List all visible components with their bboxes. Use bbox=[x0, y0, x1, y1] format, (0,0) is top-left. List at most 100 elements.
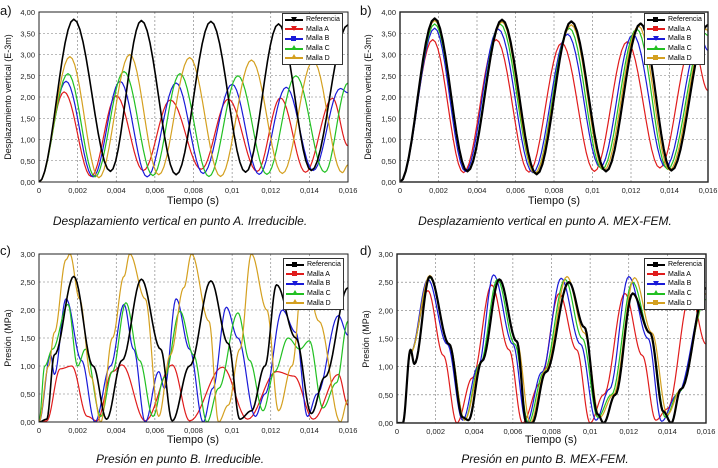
legend-item: Malla B bbox=[285, 34, 340, 44]
legend-swatch-plus-icon bbox=[647, 300, 665, 306]
legend-label: Malla D bbox=[668, 54, 692, 62]
y-tick-label: 3,00 bbox=[20, 250, 35, 259]
series-line-malla-b bbox=[39, 80, 348, 182]
legend: Referencia Malla A Malla B Malla C Malla D bbox=[644, 13, 705, 65]
x-tick-label: 0,016 bbox=[699, 186, 718, 195]
legend: Referencia Malla A Malla B Malla C Malla D bbox=[282, 13, 343, 65]
x-tick-label: 0,002 bbox=[429, 186, 448, 195]
series-line-malla-a bbox=[39, 91, 348, 182]
y-tick-label: 2,50 bbox=[378, 278, 393, 287]
legend-marker-icon bbox=[653, 44, 659, 50]
legend-item: Malla D bbox=[286, 298, 341, 308]
legend-item: Malla A bbox=[285, 25, 340, 35]
y-tick-label: 4,00 bbox=[20, 8, 35, 17]
y-tick-label: 3,50 bbox=[20, 29, 35, 38]
series-line-malla-b bbox=[39, 298, 348, 422]
legend-label: Referencia bbox=[306, 16, 340, 24]
y-tick-label: 3,00 bbox=[20, 51, 35, 60]
y-tick-label: 2,50 bbox=[20, 72, 35, 81]
x-tick-label: 0,004 bbox=[107, 186, 126, 195]
x-tick-label: 0,002 bbox=[68, 186, 87, 195]
legend-label: Malla B bbox=[306, 35, 330, 43]
series-line-referencia bbox=[39, 18, 348, 182]
y-tick-label: 1,00 bbox=[20, 136, 35, 145]
plot-frame bbox=[38, 253, 349, 423]
x-tick-label: 0,014 bbox=[658, 427, 677, 436]
legend-swatch-plus-icon bbox=[647, 55, 665, 61]
legend-marker-icon bbox=[653, 261, 658, 267]
series-line-referencia bbox=[397, 275, 706, 423]
x-tick-label: 0,002 bbox=[68, 426, 87, 435]
legend-swatch-square-icon bbox=[647, 261, 665, 267]
legend-marker-icon bbox=[291, 44, 297, 50]
plot-frame bbox=[396, 253, 707, 424]
y-tick-label: 1,00 bbox=[381, 136, 396, 145]
x-tick-label: 0 bbox=[398, 186, 402, 195]
legend-swatch-triangle-up-icon bbox=[647, 44, 665, 50]
series-line-malla-b bbox=[400, 27, 708, 182]
legend-item: Referencia bbox=[285, 15, 340, 25]
y-tick-label: 1,50 bbox=[381, 114, 396, 123]
x-tick-label: 0,014 bbox=[300, 426, 319, 435]
legend-label: Malla D bbox=[668, 299, 692, 307]
y-tick-label: 1,50 bbox=[378, 335, 393, 344]
chart-caption: Desplazamiento vertical en punto A. MEX-… bbox=[418, 214, 672, 228]
legend-item: Malla C bbox=[647, 289, 702, 299]
y-tick-label: 2,50 bbox=[381, 72, 396, 81]
y-tick-label: 1,50 bbox=[20, 334, 35, 343]
x-tick-label: 0,004 bbox=[465, 427, 484, 436]
x-tick-label: 0,01 bbox=[225, 426, 240, 435]
y-tick-label: 0,50 bbox=[20, 157, 35, 166]
series-line-referencia bbox=[39, 275, 348, 422]
legend-swatch-triangle-right-icon bbox=[286, 299, 304, 305]
series-line-malla-b bbox=[397, 274, 706, 423]
panel-label: a) bbox=[0, 3, 12, 18]
legend-label: Referencia bbox=[668, 16, 702, 24]
legend-item: Malla C bbox=[285, 44, 340, 54]
x-tick-label: 0 bbox=[395, 427, 399, 436]
chart-caption: Presión en punto B. MEX-FEM. bbox=[461, 452, 629, 466]
legend-swatch-triangle-right-icon bbox=[285, 54, 303, 60]
y-tick-label: 0,00 bbox=[20, 178, 35, 187]
panel-label: b) bbox=[360, 3, 372, 18]
x-tick-label: 0,004 bbox=[468, 186, 487, 195]
legend-marker-icon bbox=[291, 16, 297, 22]
legend-marker-icon bbox=[292, 280, 298, 286]
legend-marker-icon bbox=[291, 35, 296, 41]
series-line-malla-c bbox=[39, 302, 348, 422]
legend-marker-icon bbox=[653, 35, 659, 41]
y-tick-label: 3,00 bbox=[381, 51, 396, 60]
x-axis-label: Tiempo (s) bbox=[524, 434, 578, 446]
legend-item: Malla A bbox=[647, 270, 702, 280]
x-tick-label: 0,01 bbox=[585, 186, 600, 195]
x-tick-label: 0,016 bbox=[697, 427, 716, 436]
legend-marker-icon bbox=[653, 26, 658, 32]
legend-label: Malla C bbox=[668, 290, 692, 298]
legend-item: Malla D bbox=[647, 53, 702, 63]
legend-marker-icon bbox=[292, 289, 298, 295]
y-tick-label: 1,50 bbox=[20, 114, 35, 123]
legend-swatch-square-icon bbox=[647, 16, 665, 22]
legend-marker-icon bbox=[653, 55, 658, 61]
legend: Referencia Malla A Malla B Malla C Malla D bbox=[644, 258, 705, 310]
x-tick-label: 0,008 bbox=[542, 427, 561, 436]
x-tick-label: 0 bbox=[37, 186, 41, 195]
legend-item: Malla C bbox=[286, 289, 341, 299]
legend-marker-icon bbox=[653, 280, 659, 286]
legend-swatch-triangle-down-icon bbox=[285, 16, 303, 22]
y-tick-label: 2,00 bbox=[20, 93, 35, 102]
y-axis-label: Presión (MPa) bbox=[361, 309, 371, 368]
y-tick-label: 2,00 bbox=[20, 306, 35, 315]
x-tick-label: 0,006 bbox=[503, 427, 522, 436]
x-tick-label: 0,008 bbox=[545, 186, 564, 195]
legend-item: Referencia bbox=[286, 260, 341, 270]
y-tick-label: 0,50 bbox=[378, 391, 393, 400]
y-tick-label: 2,00 bbox=[378, 306, 393, 315]
legend-swatch-star-icon bbox=[285, 35, 303, 41]
legend-label: Malla B bbox=[668, 35, 692, 43]
legend-item: Malla D bbox=[647, 298, 702, 308]
y-tick-label: 2,50 bbox=[20, 278, 35, 287]
panel-label: d) bbox=[360, 243, 372, 258]
legend-swatch-triangle-down-icon bbox=[285, 26, 303, 32]
